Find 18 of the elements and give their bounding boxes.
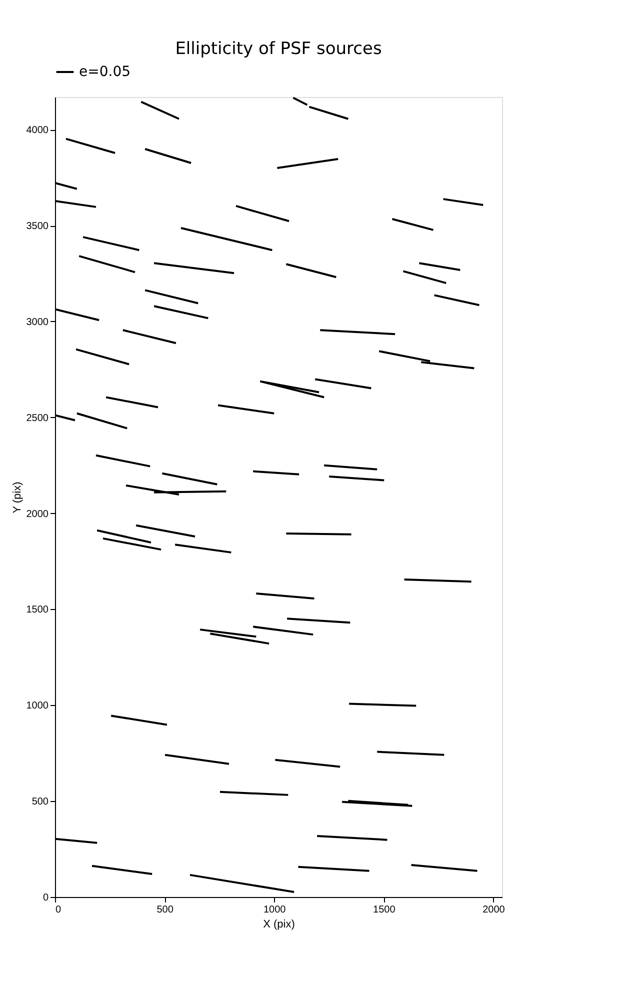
x-tick-label: 0 [56,904,62,916]
y-tick-label: 3500 [26,221,49,232]
x-tick-label: 1000 [263,904,286,916]
y-tick-label: 2500 [26,412,49,424]
x-axis-title: X (pix) [263,918,295,930]
x-tick-label: 2000 [482,904,506,916]
x-tick-label: 1500 [373,904,396,916]
y-tick-label: 1000 [26,700,49,712]
chart-title: Ellipticity of PSF sources [175,39,382,59]
legend-label: e=0.05 [79,64,131,80]
y-tick-label: 2000 [26,508,49,520]
y-tick-label: 500 [32,796,49,808]
y-axis-title: Y (pix) [11,482,24,514]
y-tick-label: 4000 [26,125,49,136]
y-tick-label: 1500 [26,604,49,616]
y-tick-label: 3000 [26,316,49,328]
x-tick-label: 500 [156,904,174,916]
y-tick-label: 0 [42,892,49,904]
